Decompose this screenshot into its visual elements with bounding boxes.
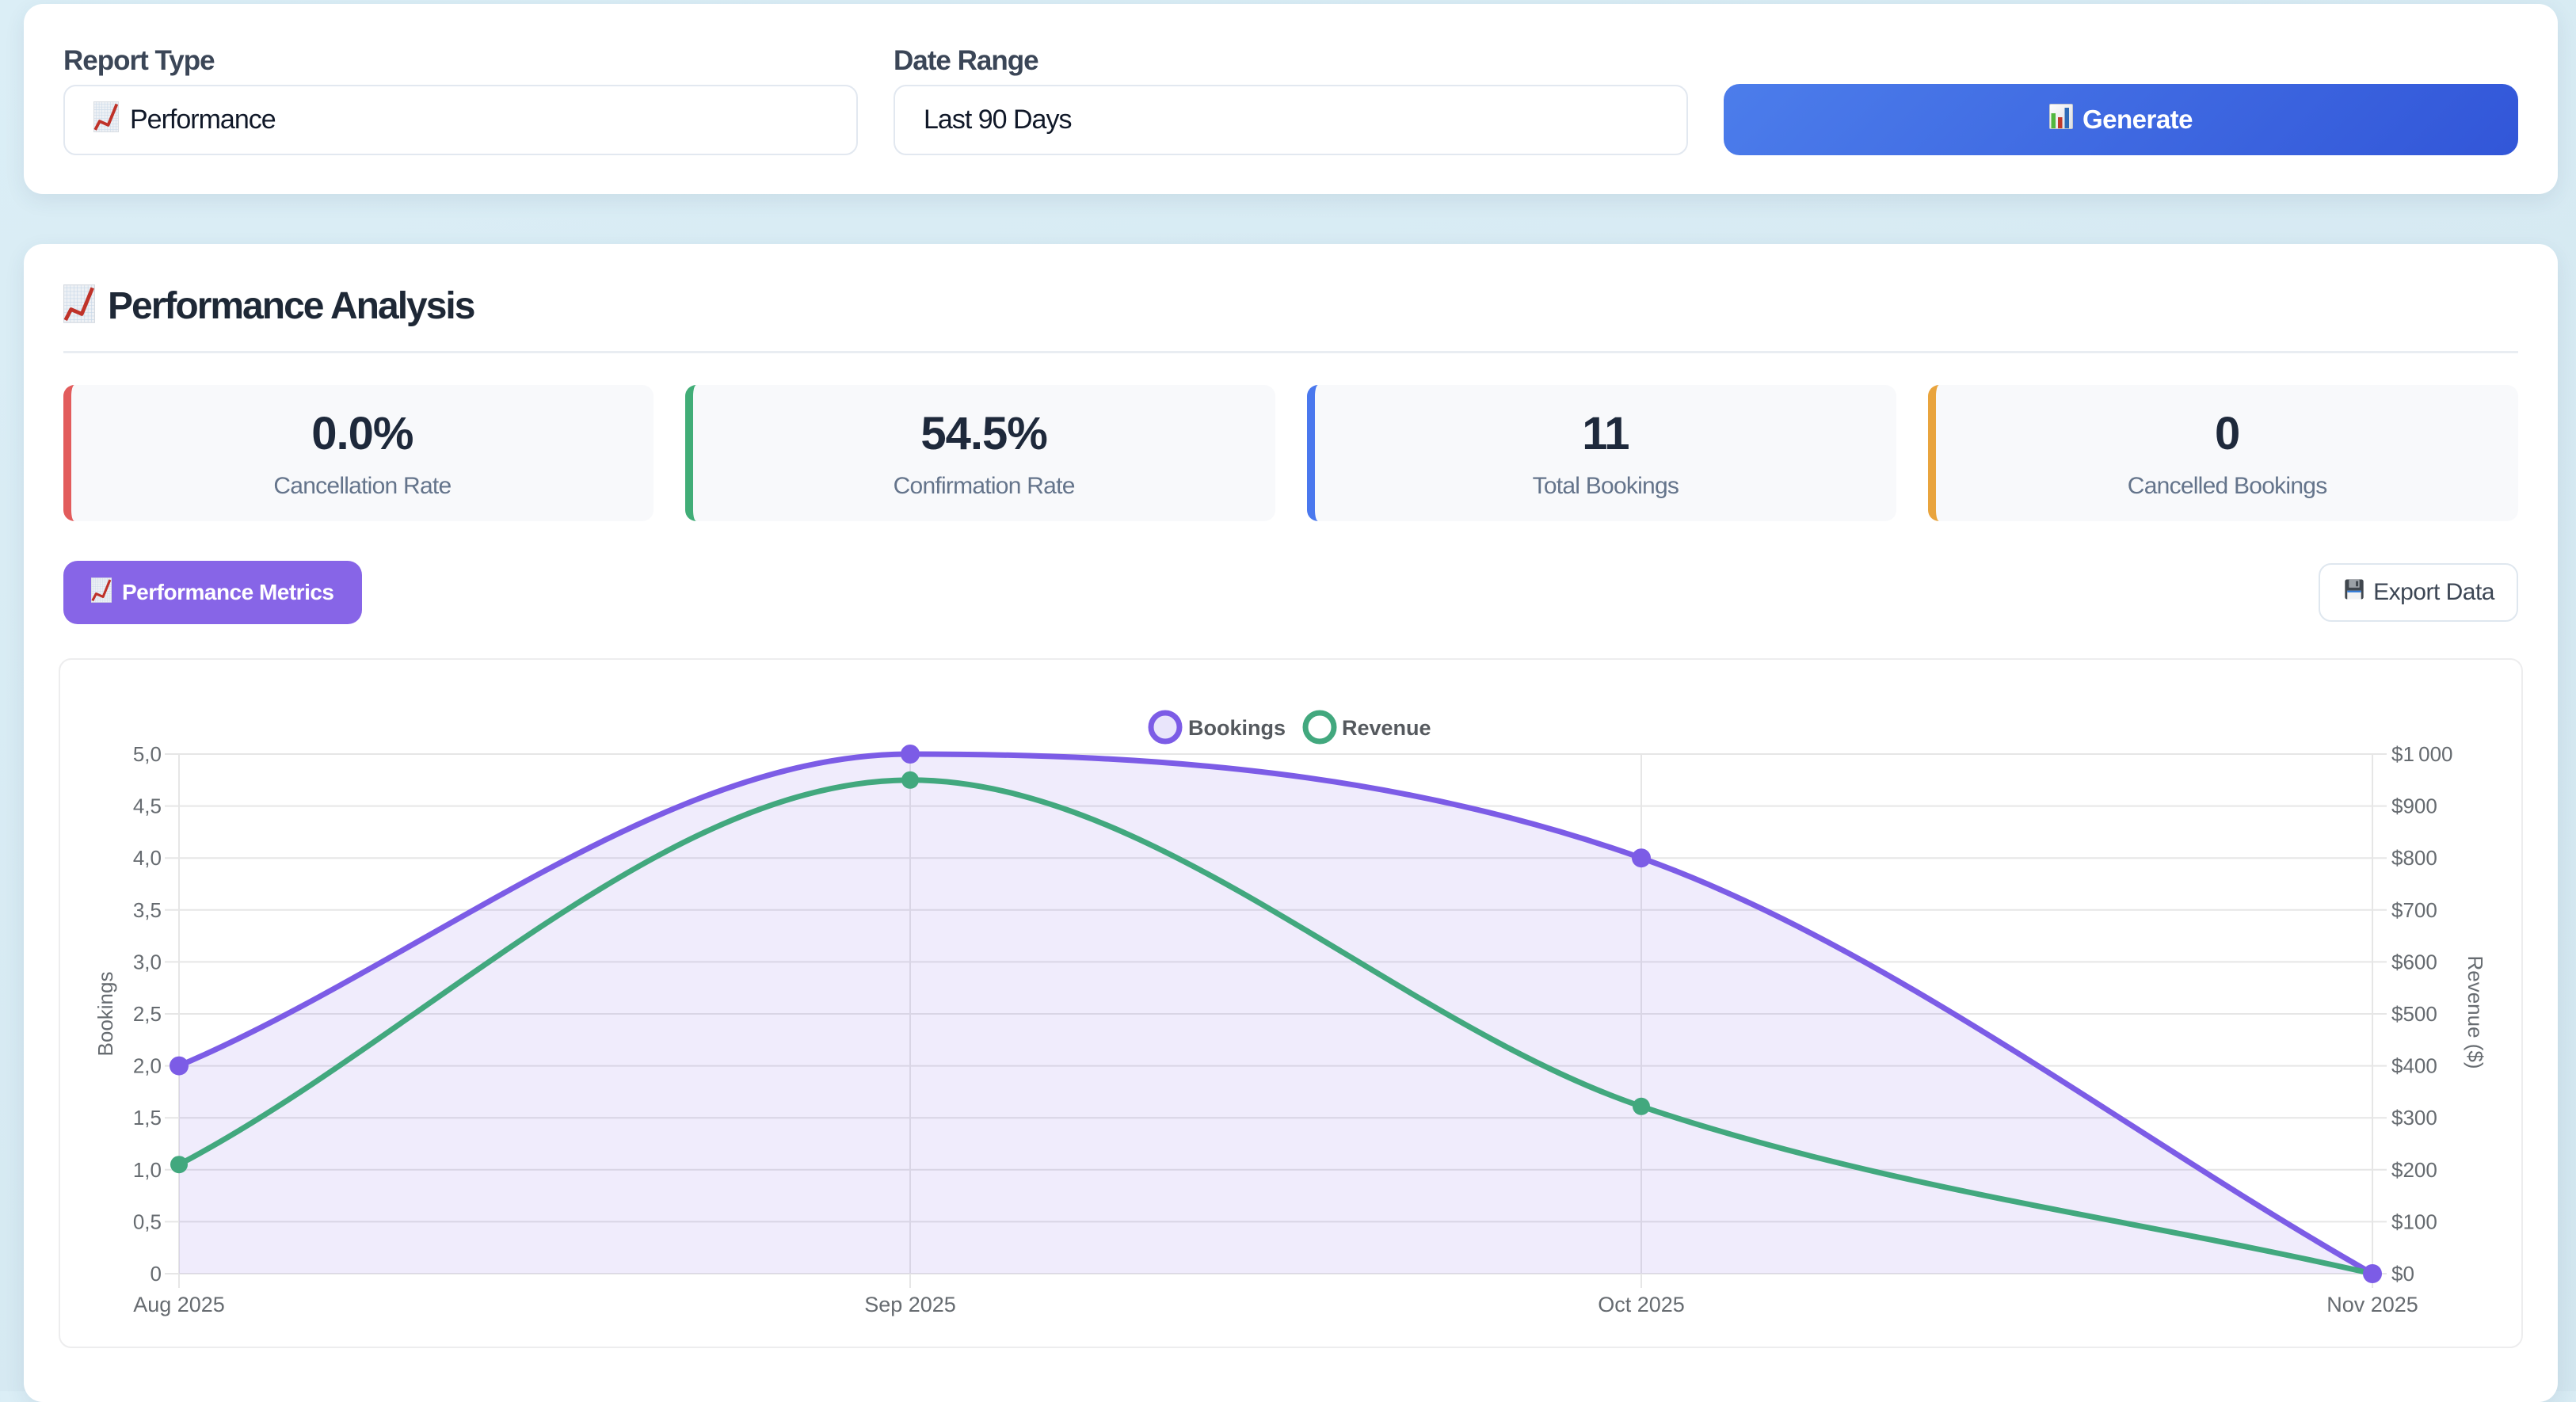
- svg-text:Nov 2025: Nov 2025: [2326, 1293, 2418, 1316]
- svg-text:$800: $800: [2391, 846, 2437, 870]
- svg-text:5,0: 5,0: [133, 742, 162, 766]
- svg-text:4,5: 4,5: [133, 794, 162, 818]
- svg-text:Oct 2025: Oct 2025: [1598, 1293, 1685, 1316]
- svg-text:2,0: 2,0: [133, 1054, 162, 1078]
- svg-text:1,0: 1,0: [133, 1158, 162, 1182]
- svg-text:Bookings: Bookings: [1188, 716, 1286, 740]
- svg-text:Aug 2025: Aug 2025: [133, 1293, 225, 1316]
- svg-text:4,0: 4,0: [133, 846, 162, 870]
- svg-text:$100: $100: [2391, 1210, 2437, 1233]
- svg-text:$300: $300: [2391, 1106, 2437, 1130]
- svg-text:3,5: 3,5: [133, 898, 162, 922]
- svg-text:Bookings: Bookings: [93, 972, 117, 1057]
- svg-text:Revenue ($): Revenue ($): [2464, 955, 2487, 1069]
- svg-text:$1 000: $1 000: [2391, 742, 2453, 766]
- svg-text:2,5: 2,5: [133, 1002, 162, 1026]
- svg-text:Revenue: Revenue: [1342, 716, 1431, 740]
- svg-text:$400: $400: [2391, 1054, 2437, 1078]
- svg-text:$900: $900: [2391, 794, 2437, 818]
- svg-text:$500: $500: [2391, 1002, 2437, 1026]
- svg-text:$0: $0: [2391, 1262, 2414, 1286]
- svg-text:0,5: 0,5: [133, 1210, 162, 1233]
- svg-text:0: 0: [151, 1262, 162, 1286]
- svg-text:$700: $700: [2391, 898, 2437, 922]
- svg-text:Sep 2025: Sep 2025: [864, 1293, 956, 1316]
- svg-text:$600: $600: [2391, 950, 2437, 973]
- svg-text:3,0: 3,0: [133, 950, 162, 973]
- svg-text:1,5: 1,5: [133, 1106, 162, 1130]
- svg-text:$200: $200: [2391, 1158, 2437, 1182]
